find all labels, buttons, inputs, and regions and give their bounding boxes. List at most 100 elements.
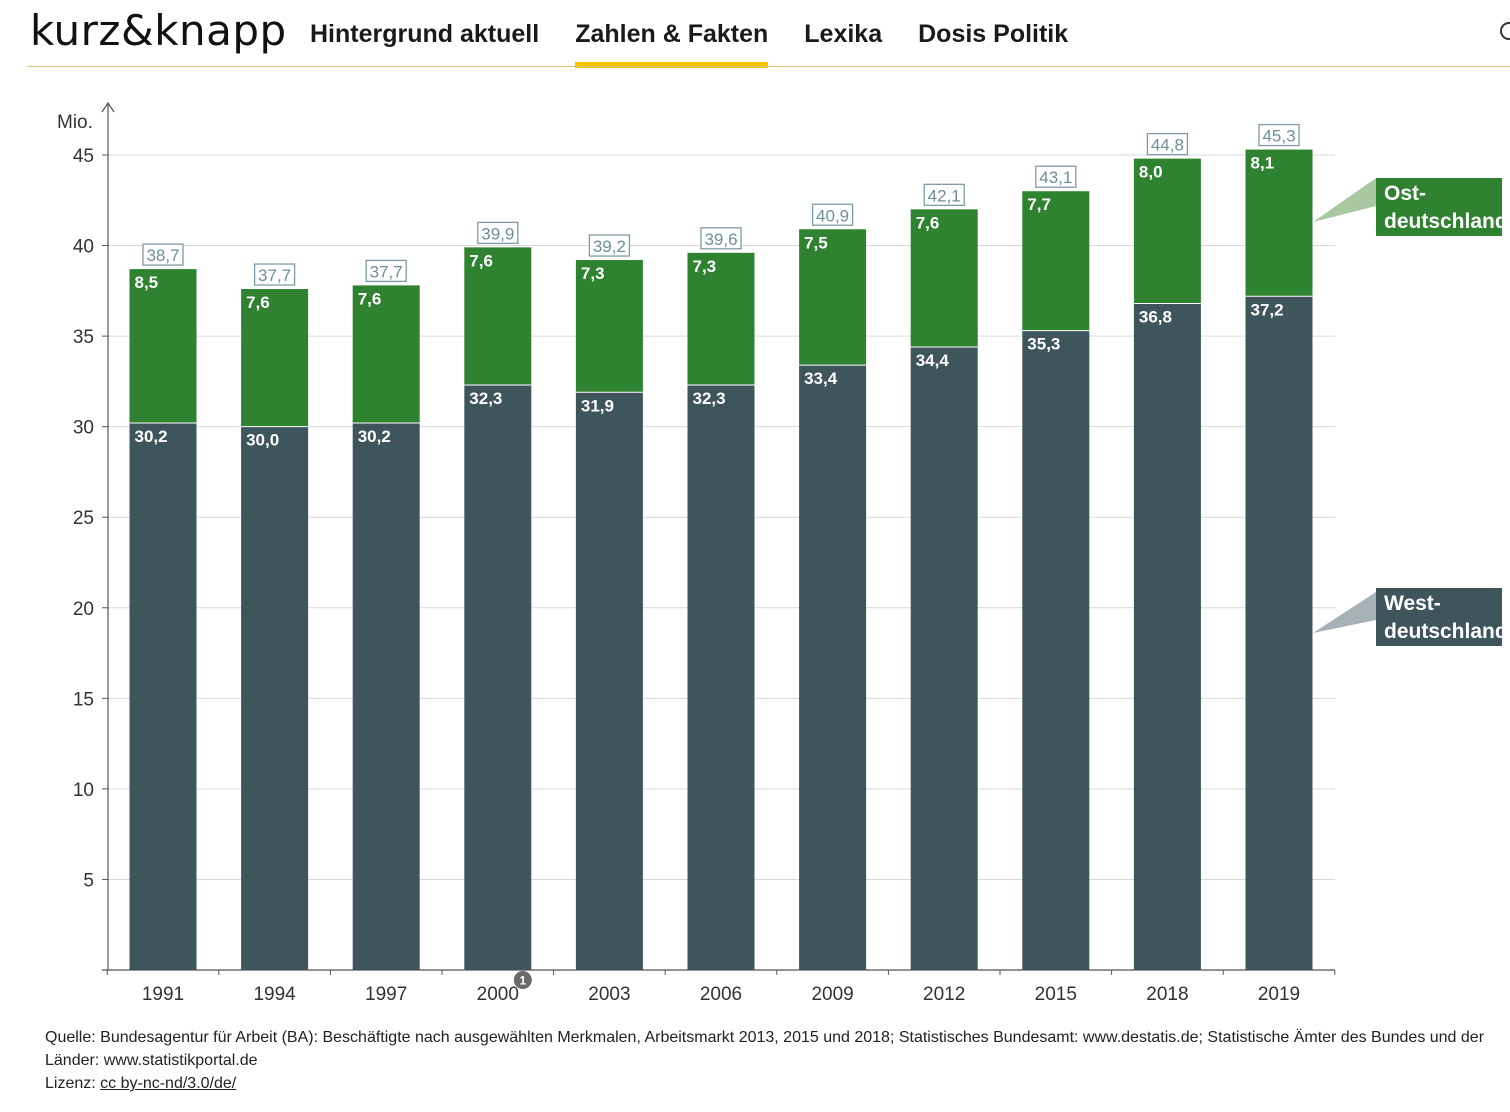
nav-zahlen-fakten[interactable]: Zahlen & Fakten	[575, 0, 769, 68]
y-tick-label: 45	[73, 146, 94, 167]
data-label-west: 32,3	[693, 389, 726, 408]
data-label-west: 30,2	[358, 427, 391, 446]
total-label: 40,9	[816, 206, 849, 225]
nav-hintergrund-aktuell[interactable]: Hintergrund aktuell	[310, 20, 540, 48]
employment-bar-chart: 5 10 15 20 25 30 35 40 45 Mio. 30,2 8,5 38,7 1991 30,0…	[57, 101, 1508, 1005]
license-label: Lizenz:	[45, 1075, 96, 1092]
data-label-ost: 7,6	[916, 213, 940, 232]
total-label: 37,7	[258, 266, 291, 285]
bar-ost-2000	[464, 247, 532, 386]
x-tick-label: 2003	[588, 984, 630, 1005]
main-nav: Hintergrund aktuell Zahlen & Fakten Lexi…	[310, 0, 1104, 68]
data-label-ost: 7,6	[246, 293, 270, 312]
total-box-2015	[1035, 165, 1077, 188]
x-tick-label: 1994	[253, 984, 296, 1005]
data-label-west: 30,2	[135, 427, 168, 446]
nav-lexika[interactable]: Lexika	[804, 20, 883, 48]
legend-box-1	[1376, 588, 1502, 646]
total-label: 37,7	[370, 262, 403, 281]
bar-west-1991	[129, 423, 197, 970]
bar-west-2015	[1022, 330, 1090, 971]
y-tick-label: 40	[73, 237, 94, 258]
data-label-ost: 7,6	[358, 289, 382, 308]
total-box-2006	[700, 227, 742, 250]
x-tick-label: 2012	[923, 984, 965, 1005]
y-tick-label: 35	[73, 327, 94, 348]
legend-label-line2: deutschland	[1384, 620, 1508, 643]
legend-pointer-0	[1313, 178, 1376, 222]
data-label-west: 36,8	[1139, 308, 1172, 327]
total-label: 38,7	[146, 246, 179, 265]
total-label: 39,9	[481, 224, 514, 243]
footnote-marker	[513, 971, 532, 989]
legend-label-line1: Ost-	[1384, 182, 1426, 205]
bar-west-2018	[1133, 303, 1201, 970]
total-box-2009	[811, 203, 854, 226]
bar-ost-1997	[352, 285, 420, 424]
chart-source: Quelle: Bundesagentur für Arbeit (BA): B…	[45, 1026, 1510, 1095]
data-label-ost: 8,5	[135, 273, 159, 292]
bar-west-2003	[575, 392, 643, 970]
bar-west-2000	[464, 385, 532, 970]
total-label: 44,8	[1151, 136, 1184, 155]
y-tick-label: 10	[73, 780, 94, 801]
source-text: Quelle: Bundesagentur für Arbeit (BA): B…	[45, 1029, 1485, 1069]
bar-ost-1994	[241, 289, 309, 427]
data-label-west: 37,2	[1251, 300, 1284, 319]
bar-ost-2003	[575, 260, 643, 393]
bar-ost-2006	[687, 252, 755, 386]
data-label-ost: 7,7	[1027, 195, 1051, 214]
bar-west-1994	[241, 426, 309, 971]
search-icon[interactable]	[1500, 22, 1510, 40]
footnote-number: 1	[519, 974, 526, 988]
data-label-west: 32,3	[469, 389, 502, 408]
x-tick-label: 2006	[700, 984, 742, 1005]
legend-pointer-1	[1313, 592, 1376, 633]
y-tick-label: 20	[73, 599, 94, 620]
y-axis-label: Mio.	[57, 112, 93, 133]
bar-ost-2015	[1022, 191, 1090, 331]
bar-west-2009	[799, 365, 867, 971]
bar-west-2019	[1245, 296, 1313, 970]
x-tick-label: 2009	[811, 984, 853, 1005]
total-label: 45,3	[1262, 127, 1295, 146]
header-divider	[28, 66, 1510, 67]
data-label-ost: 8,0	[1139, 163, 1163, 182]
data-label-ost: 8,1	[1251, 154, 1275, 173]
bar-west-2012	[910, 346, 978, 970]
bar-west-2006	[687, 385, 755, 970]
nav-dosis-politik[interactable]: Dosis Politik	[918, 20, 1069, 48]
total-box-2019	[1258, 123, 1300, 147]
legend-box-0	[1376, 178, 1502, 236]
total-box-2003	[588, 234, 631, 257]
total-box-2018	[1146, 132, 1189, 156]
legend-label-line1: West-	[1384, 592, 1441, 615]
data-label-west: 31,9	[581, 396, 614, 415]
x-tick-label: 2018	[1146, 984, 1188, 1005]
y-tick-label: 30	[73, 418, 94, 439]
total-box-2012	[923, 183, 965, 206]
data-label-west: 33,4	[804, 369, 838, 388]
total-label: 43,1	[1039, 168, 1072, 187]
y-tick-label: 5	[83, 870, 94, 891]
y-tick-label: 25	[73, 508, 94, 529]
data-label-west: 30,0	[246, 431, 279, 450]
total-label: 39,6	[704, 230, 737, 249]
site-logo[interactable]: kurz&knapp	[30, 6, 287, 55]
license-link[interactable]: cc by-nc-nd/3.0/de/	[100, 1075, 237, 1092]
total-box-1994	[253, 263, 296, 286]
total-box-2000	[477, 221, 519, 245]
total-box-1991	[142, 243, 184, 266]
bar-ost-2019	[1245, 149, 1313, 297]
data-label-west: 34,4	[916, 351, 950, 370]
data-label-west: 35,3	[1027, 335, 1060, 354]
site-header: kurz&knapp Hintergrund aktuell Zahlen & …	[0, 0, 1510, 68]
data-label-ost: 7,6	[469, 251, 493, 270]
bar-ost-1991	[129, 269, 197, 424]
data-label-ost: 7,5	[804, 233, 828, 252]
total-box-1997	[365, 259, 407, 283]
data-label-ost: 7,3	[581, 264, 605, 283]
x-tick-label: 1991	[142, 984, 184, 1005]
bar-ost-2009	[799, 229, 867, 366]
x-tick-label: 2015	[1035, 984, 1077, 1005]
